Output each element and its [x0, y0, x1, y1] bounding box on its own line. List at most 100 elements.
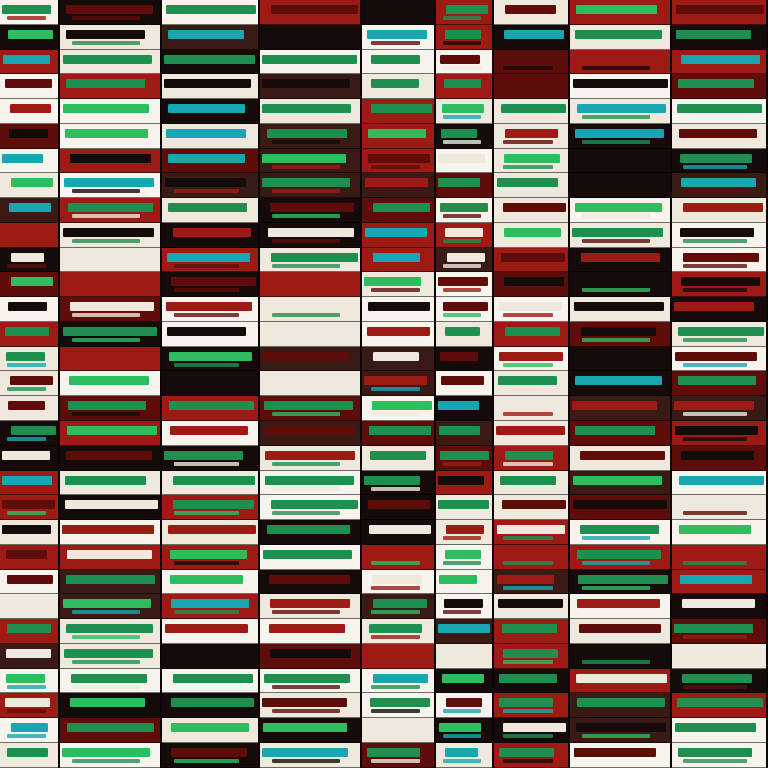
mosaic-glyph-strip: [504, 227, 561, 237]
mosaic-cell: [362, 321, 434, 347]
mosaic-cell: [362, 371, 434, 397]
mosaic-glyph-strip: [62, 525, 154, 535]
mosaic-cell: [362, 619, 434, 644]
mosaic-cell: [494, 371, 568, 397]
mosaic-cell: [570, 74, 670, 100]
mosaic-glyph-strip: [63, 326, 157, 336]
mosaic-cell: [162, 74, 258, 100]
mosaic-glyph-strip: [505, 128, 558, 138]
mosaic-glyph-strip: [168, 29, 244, 39]
mosaic-cell: [0, 148, 58, 174]
mosaic-cell: [436, 495, 492, 521]
mosaic-column: [672, 0, 768, 768]
mosaic-glyph-strip: [577, 351, 662, 361]
mosaic-cell: [260, 123, 360, 149]
mosaic-cell: [162, 544, 258, 570]
mosaic-glyph-strip: [173, 362, 239, 367]
mosaic-glyph-strip: [72, 684, 140, 689]
mosaic-glyph-strip: [582, 560, 650, 565]
mosaic-glyph-strip: [372, 648, 432, 658]
mosaic-glyph-strip: [582, 288, 650, 293]
mosaic-cell: [162, 495, 258, 521]
mosaic-glyph-strip: [164, 450, 243, 460]
mosaic-glyph-strip: [365, 227, 427, 237]
mosaic-cell: [60, 520, 160, 545]
mosaic-cell: [494, 99, 568, 124]
mosaic-glyph-strip: [6, 351, 45, 361]
mosaic-cell: [0, 470, 58, 496]
mosaic-cell: [436, 718, 492, 743]
mosaic-glyph-strip: [438, 178, 480, 188]
mosaic-glyph-strip: [272, 412, 340, 417]
mosaic-glyph-strip: [173, 673, 253, 683]
mosaic-cell: [0, 718, 58, 743]
mosaic-glyph-strip: [5, 326, 49, 336]
mosaic-cell: [0, 74, 58, 100]
mosaic-cell: [162, 421, 258, 446]
mosaic-cell: [362, 396, 434, 422]
mosaic-cell: [362, 74, 434, 100]
mosaic-cell: [0, 297, 58, 322]
mosaic-cell: [672, 173, 766, 199]
mosaic-glyph-strip: [10, 376, 53, 386]
mosaic-glyph-strip: [577, 599, 660, 609]
mosaic-glyph-strip: [365, 178, 428, 188]
mosaic-glyph-strip: [442, 139, 481, 144]
mosaic-glyph-strip: [2, 599, 56, 609]
mosaic-cell: [260, 222, 360, 248]
mosaic-cell: [60, 198, 160, 223]
mosaic-cell: [436, 24, 492, 50]
mosaic-glyph-strip: [72, 313, 140, 318]
mosaic-glyph-strip: [678, 747, 752, 757]
mosaic-cell: [570, 544, 670, 570]
mosaic-cell: [494, 198, 568, 223]
mosaic-glyph-strip: [370, 684, 420, 689]
mosaic-glyph-strip: [680, 574, 752, 584]
mosaic-cell: [436, 74, 492, 100]
mosaic-cell: [162, 371, 258, 397]
mosaic-cell: [0, 247, 58, 273]
mosaic-glyph-strip: [681, 54, 760, 64]
mosaic-cell: [362, 544, 434, 570]
mosaic-glyph-strip: [504, 277, 564, 287]
mosaic-glyph-strip: [9, 128, 48, 138]
mosaic-glyph-strip: [681, 450, 754, 460]
mosaic-cell: [494, 421, 568, 446]
mosaic-glyph-strip: [675, 426, 758, 436]
mosaic-cell: [0, 371, 58, 397]
mosaic-glyph-strip: [445, 29, 481, 39]
mosaic-glyph-strip: [167, 326, 246, 336]
mosaic-cell: [0, 520, 58, 545]
mosaic-glyph-strip: [65, 500, 158, 510]
mosaic-glyph-strip: [577, 698, 665, 708]
mosaic-column: [494, 0, 570, 768]
mosaic-glyph-strip: [683, 560, 748, 565]
mosaic-cell: [260, 346, 360, 372]
mosaic-cell: [436, 396, 492, 422]
mosaic-cell: [60, 222, 160, 248]
mosaic-cell: [436, 321, 492, 347]
mosaic-glyph-strip: [71, 252, 152, 262]
mosaic-glyph-strip: [502, 65, 554, 70]
mosaic-glyph-strip: [582, 734, 650, 739]
mosaic-glyph-strip: [572, 227, 663, 237]
mosaic-cell: [494, 272, 568, 298]
mosaic-cell: [436, 346, 492, 372]
mosaic-glyph-strip: [264, 673, 350, 683]
mosaic-glyph-strip: [270, 599, 350, 609]
mosaic-glyph-strip: [6, 511, 47, 516]
mosaic-glyph-strip: [168, 153, 245, 163]
mosaic-glyph-strip: [440, 54, 480, 64]
mosaic-cell: [570, 396, 670, 422]
mosaic-glyph-strip: [368, 128, 426, 138]
mosaic-glyph-strip: [165, 624, 248, 634]
mosaic-cell: [494, 742, 568, 768]
mosaic-glyph-strip: [499, 673, 557, 683]
mosaic-glyph-strip: [582, 585, 650, 590]
mosaic-glyph-strip: [65, 128, 148, 138]
mosaic-cell: [570, 321, 670, 347]
mosaic-glyph-strip: [497, 525, 565, 535]
mosaic-glyph-strip: [444, 599, 483, 609]
mosaic-cell: [162, 346, 258, 372]
mosaic-glyph-strip: [580, 525, 659, 535]
